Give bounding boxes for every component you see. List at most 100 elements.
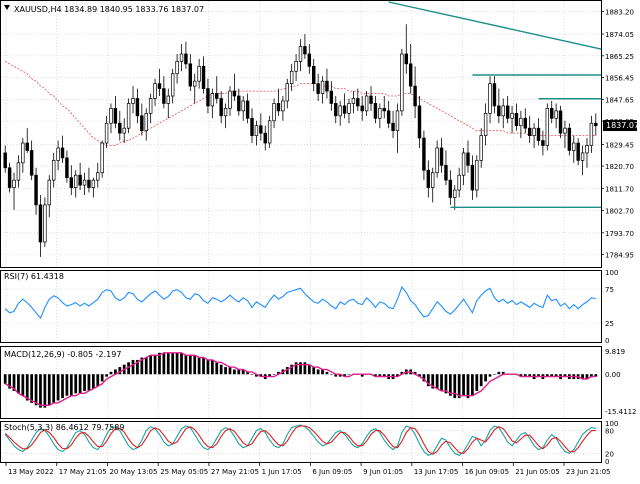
candle-body[interactable] xyxy=(558,110,563,134)
candle-body[interactable] xyxy=(91,179,96,188)
candle-body[interactable] xyxy=(316,83,320,94)
candle-body[interactable] xyxy=(259,125,263,134)
candle-body[interactable] xyxy=(572,142,576,151)
candle-body[interactable] xyxy=(232,90,237,97)
candle-body[interactable] xyxy=(545,108,550,146)
candle-body[interactable] xyxy=(34,174,38,206)
candle-body[interactable] xyxy=(60,147,65,159)
candle-body[interactable] xyxy=(303,46,307,55)
chevron-down-icon[interactable] xyxy=(4,5,10,10)
candle-body[interactable] xyxy=(166,95,170,104)
candle-body[interactable] xyxy=(453,189,457,198)
candle-body[interactable] xyxy=(47,179,51,206)
candle-body[interactable] xyxy=(131,98,135,104)
candle-body[interactable] xyxy=(219,98,223,117)
candle-body[interactable] xyxy=(250,117,254,136)
candle-body[interactable] xyxy=(527,127,532,136)
candle-body[interactable] xyxy=(404,53,408,65)
candle-body[interactable] xyxy=(184,53,188,65)
candle-body[interactable] xyxy=(307,53,312,67)
candle-body[interactable] xyxy=(294,61,298,72)
candle-body[interactable] xyxy=(391,122,395,132)
candle-body[interactable] xyxy=(541,140,545,146)
candle-body[interactable] xyxy=(439,147,444,166)
candle-body[interactable] xyxy=(140,115,144,132)
candle-body[interactable] xyxy=(276,103,281,112)
candle-body[interactable] xyxy=(298,46,303,62)
candle-body[interactable] xyxy=(417,105,422,139)
candle-body[interactable] xyxy=(435,147,439,174)
candle-body[interactable] xyxy=(215,93,219,99)
candle-body[interactable] xyxy=(38,204,43,243)
candle-body[interactable] xyxy=(245,100,250,119)
candle-body[interactable] xyxy=(461,152,466,176)
candle-body[interactable] xyxy=(12,179,16,188)
candle-body[interactable] xyxy=(475,160,479,191)
candle-body[interactable] xyxy=(532,127,536,136)
candle-body[interactable] xyxy=(360,105,364,112)
candle-body[interactable] xyxy=(206,88,210,107)
candle-body[interactable] xyxy=(87,179,91,188)
candle-body[interactable] xyxy=(65,157,69,179)
candle-body[interactable] xyxy=(197,65,201,82)
candle-body[interactable] xyxy=(514,112,519,127)
candle-body[interactable] xyxy=(267,120,272,144)
candle-body[interactable] xyxy=(135,98,140,117)
candle-body[interactable] xyxy=(479,135,483,161)
candle-body[interactable] xyxy=(193,80,197,87)
candle-body[interactable] xyxy=(175,61,179,75)
candle-body[interactable] xyxy=(148,98,153,114)
candle-body[interactable] xyxy=(351,98,356,104)
candle-body[interactable] xyxy=(567,127,572,151)
candle-body[interactable] xyxy=(448,179,453,198)
candle-body[interactable] xyxy=(118,122,122,134)
candle-body[interactable] xyxy=(426,169,431,188)
candle-body[interactable] xyxy=(104,122,109,144)
candle-body[interactable] xyxy=(488,83,492,114)
trendline[interactable] xyxy=(388,1,602,50)
candle-body[interactable] xyxy=(378,108,382,119)
candle-body[interactable] xyxy=(466,152,470,166)
candle-body[interactable] xyxy=(510,112,514,119)
candle-body[interactable] xyxy=(364,95,369,112)
candle-body[interactable] xyxy=(170,73,175,97)
candle-body[interactable] xyxy=(96,172,100,181)
candle-body[interactable] xyxy=(285,83,289,102)
candle-body[interactable] xyxy=(237,95,241,112)
candle-body[interactable] xyxy=(312,65,316,84)
candle-body[interactable] xyxy=(497,105,501,117)
candle-body[interactable] xyxy=(413,85,417,107)
candle-body[interactable] xyxy=(188,63,193,87)
candle-body[interactable] xyxy=(589,122,594,146)
candle-body[interactable] xyxy=(272,103,276,122)
candle-body[interactable] xyxy=(386,110,391,124)
candle-body[interactable] xyxy=(162,88,166,104)
candle-body[interactable] xyxy=(422,137,426,171)
candle-body[interactable] xyxy=(29,150,34,176)
candles-layer[interactable] xyxy=(3,24,598,257)
candle-body[interactable] xyxy=(554,110,558,119)
candle-body[interactable] xyxy=(431,172,435,188)
candle-body[interactable] xyxy=(289,70,294,84)
candle-body[interactable] xyxy=(408,63,413,87)
candle-body[interactable] xyxy=(241,100,245,112)
candle-body[interactable] xyxy=(263,132,267,144)
candle-body[interactable] xyxy=(356,98,360,107)
candle-body[interactable] xyxy=(519,117,523,127)
candle-body[interactable] xyxy=(523,117,527,129)
candle-body[interactable] xyxy=(281,100,285,112)
candle-body[interactable] xyxy=(201,65,206,89)
candle-body[interactable] xyxy=(585,145,589,154)
candle-body[interactable] xyxy=(56,147,60,161)
candle-body[interactable] xyxy=(3,152,7,169)
candle-body[interactable] xyxy=(342,105,347,114)
candle-body[interactable] xyxy=(7,167,12,188)
candle-body[interactable] xyxy=(21,142,25,164)
candle-body[interactable] xyxy=(228,90,232,109)
candle-body[interactable] xyxy=(78,174,82,186)
candle-body[interactable] xyxy=(153,83,157,99)
candle-body[interactable] xyxy=(338,105,342,117)
candle-body[interactable] xyxy=(594,122,598,127)
candle-body[interactable] xyxy=(100,142,104,174)
